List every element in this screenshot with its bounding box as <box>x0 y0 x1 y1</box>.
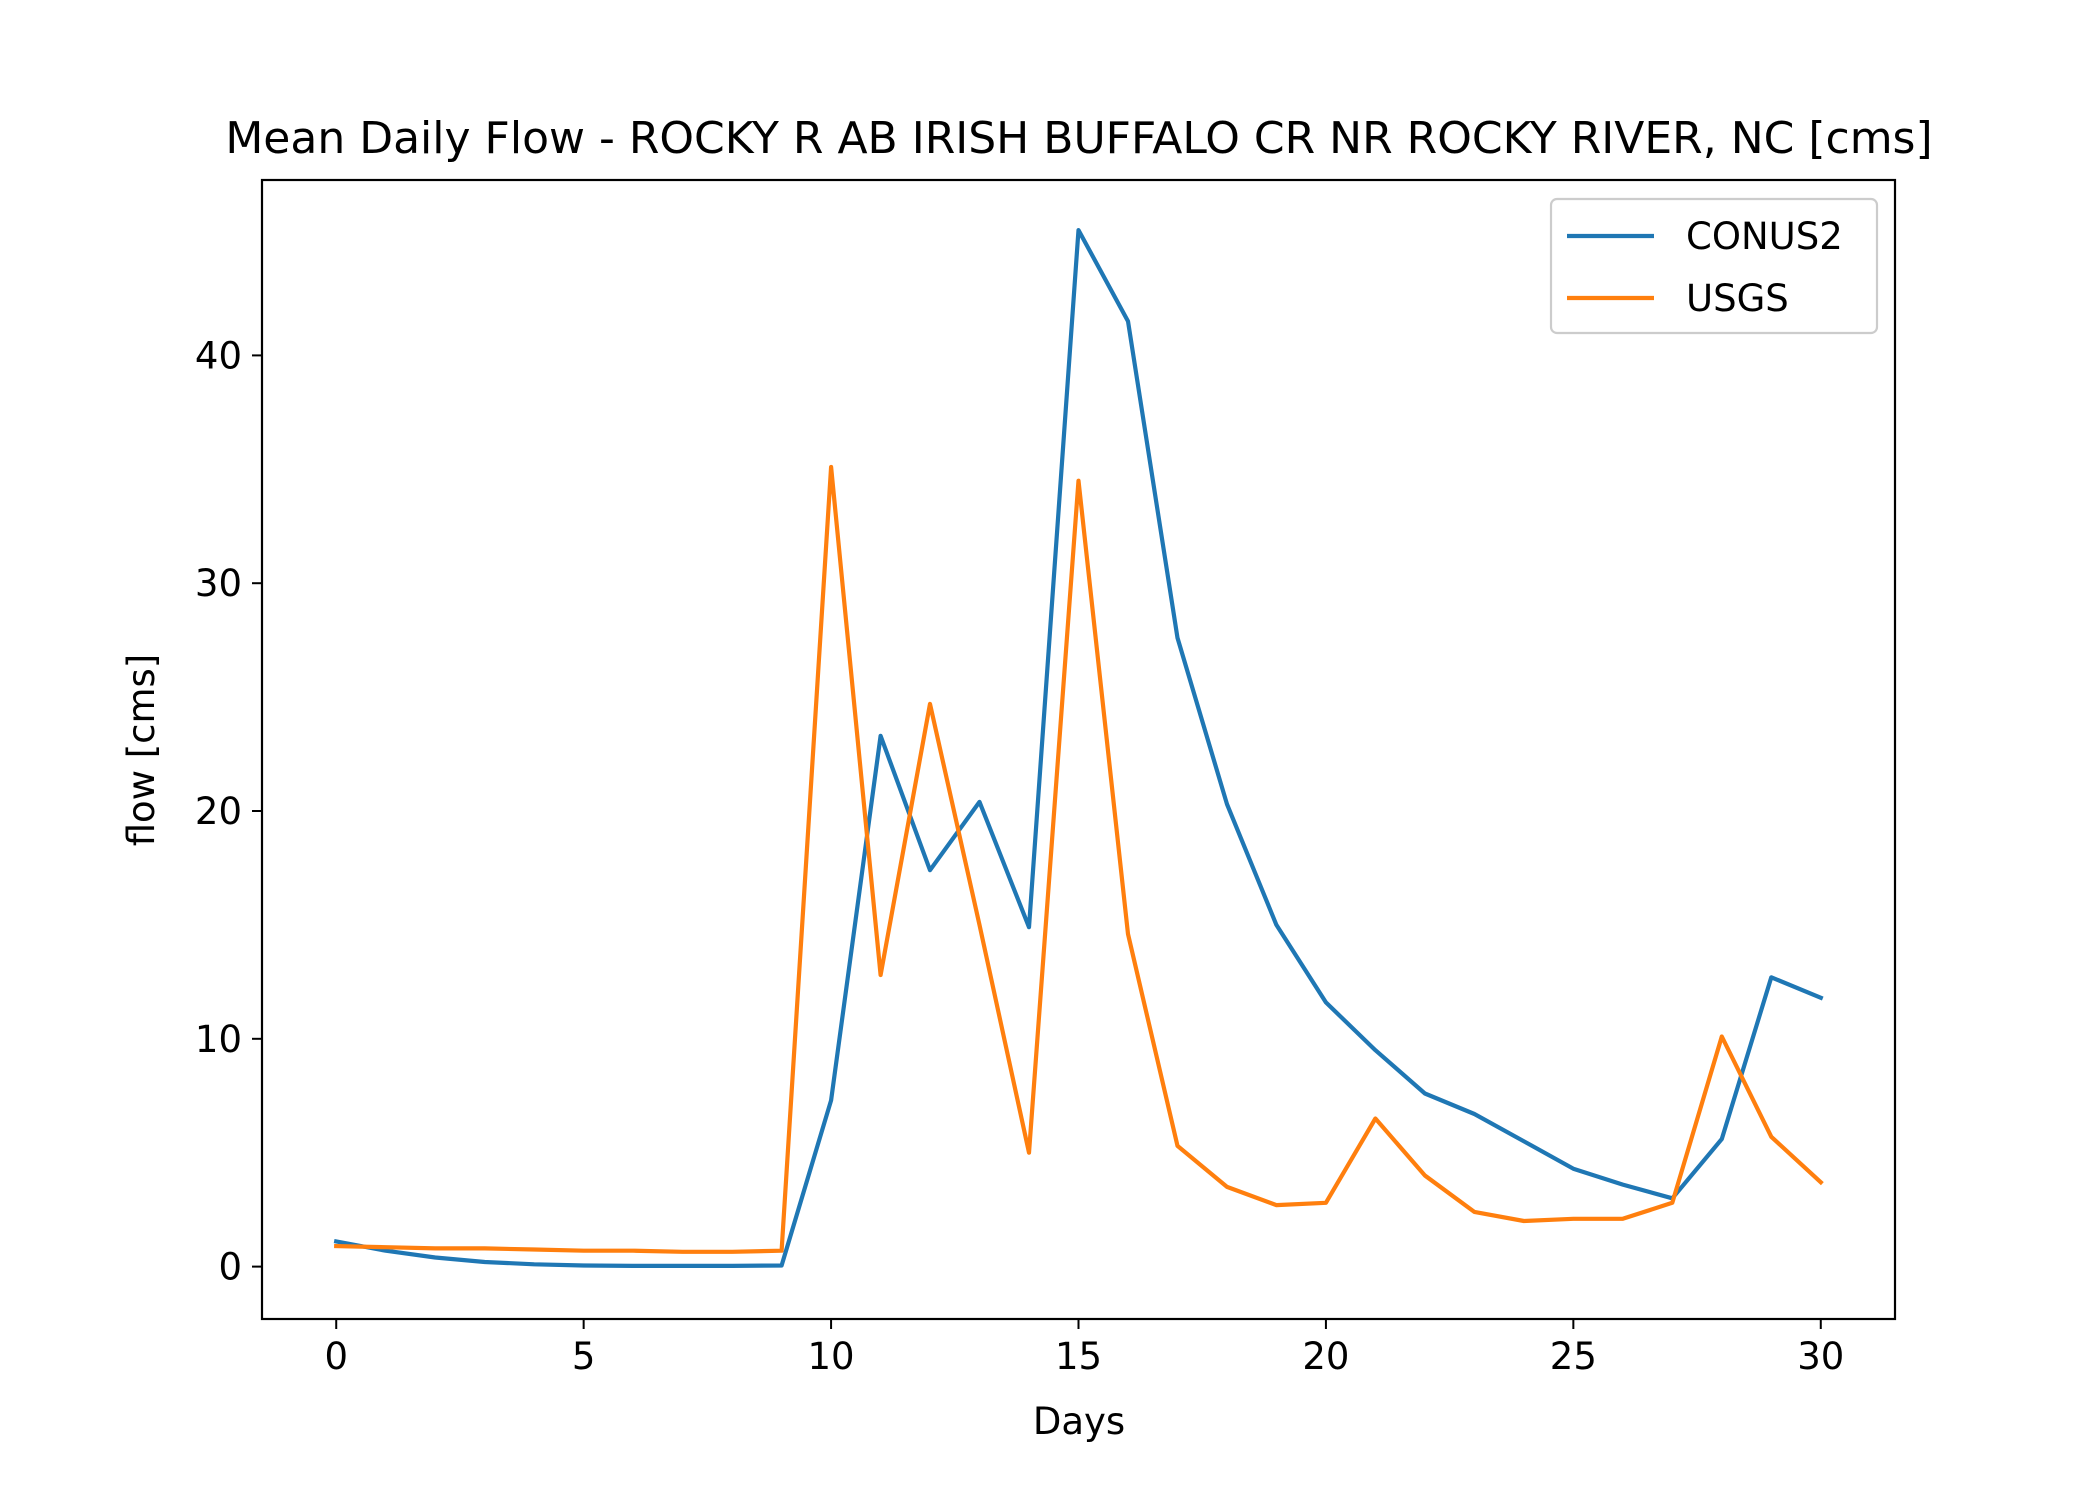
y-tick-label: 30 <box>195 562 242 605</box>
y-tick-label: 10 <box>195 1018 242 1061</box>
x-tick-label: 20 <box>1302 1335 1349 1378</box>
series-line-conus2 <box>333 228 1824 1269</box>
legend: CONUS2 USGS <box>1549 197 1879 335</box>
y-tick-label: 0 <box>218 1246 242 1289</box>
x-tick-label: 30 <box>1797 1335 1844 1378</box>
y-axis-label: flow [cms] <box>120 654 163 847</box>
legend-label: USGS <box>1686 277 1789 320</box>
y-tick-label: 40 <box>195 334 242 377</box>
x-tick-label: 15 <box>1055 1335 1102 1378</box>
plot-area <box>262 180 1895 1319</box>
x-tick-label: 5 <box>572 1335 596 1378</box>
series-line-usgs <box>334 464 1824 1254</box>
chart-title: Mean Daily Flow - ROCKY R AB IRISH BUFFA… <box>225 113 1932 164</box>
series-lines <box>333 228 1824 1269</box>
x-tick-label: 25 <box>1550 1335 1597 1378</box>
plot-frame <box>260 178 1897 1321</box>
legend-label: CONUS2 <box>1686 215 1843 258</box>
x-tick-label: 0 <box>324 1335 348 1378</box>
x-tick-label: 10 <box>808 1335 855 1378</box>
x-axis-label: Days <box>1033 1400 1125 1443</box>
y-tick-label: 20 <box>195 790 242 833</box>
axis-ticks: 0 5 10 15 20 25 30 0 10 20 30 40 <box>195 334 1844 1378</box>
